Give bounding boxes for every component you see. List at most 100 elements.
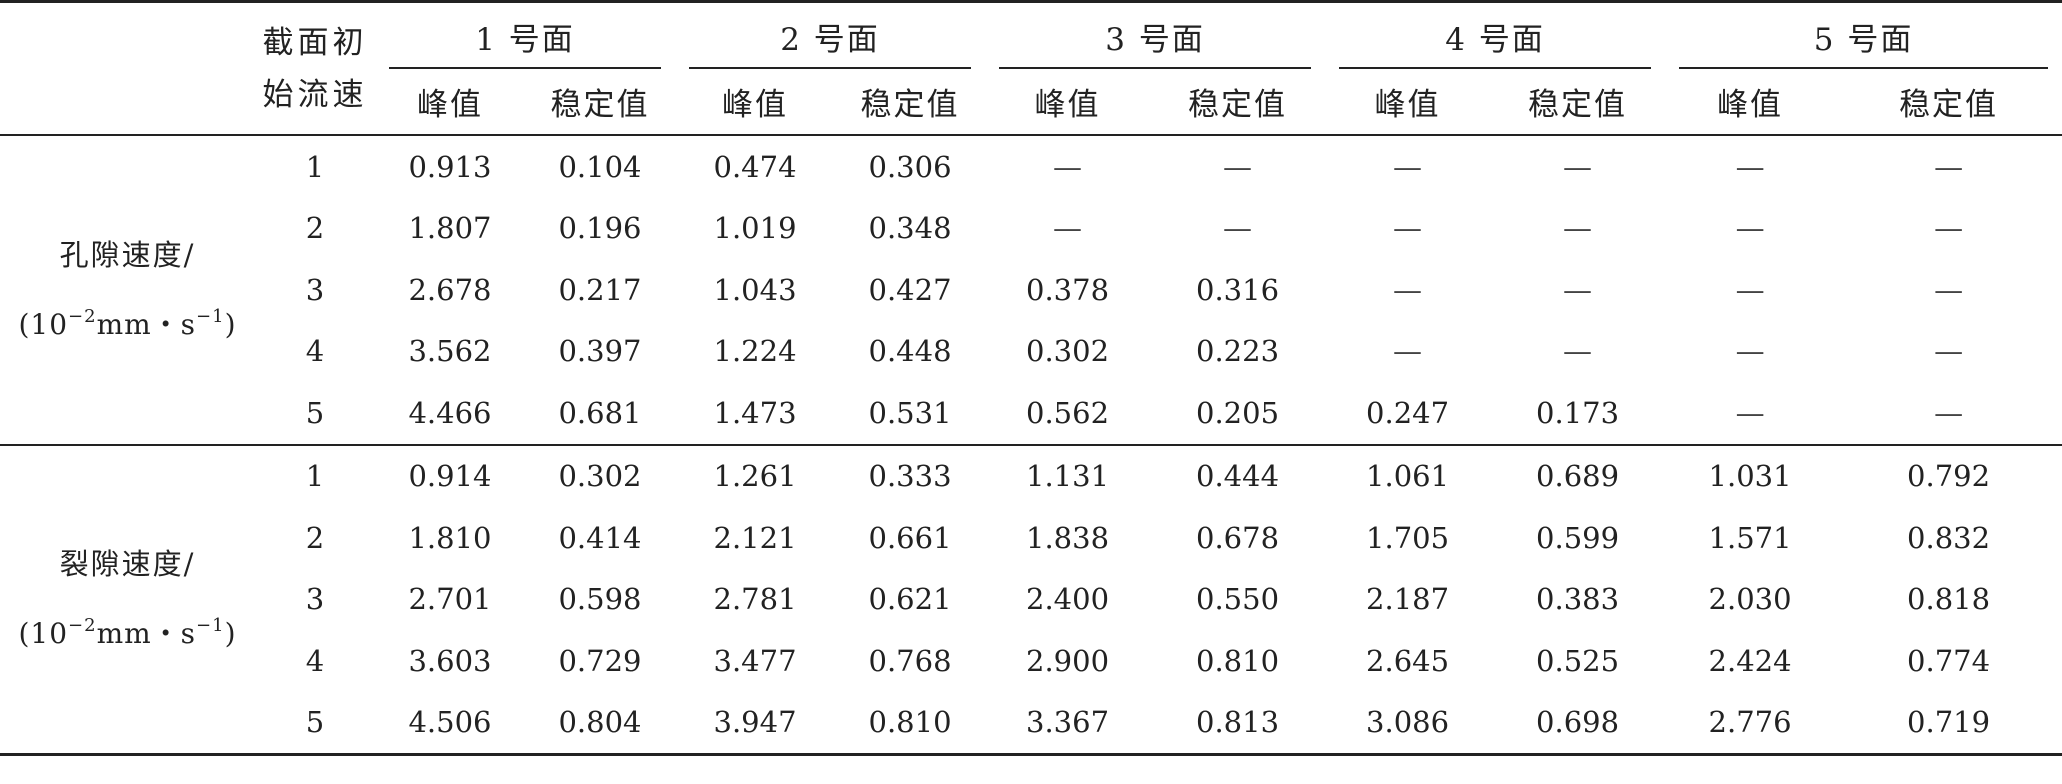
subheader-stable: 稳定值: [1490, 69, 1666, 136]
subheader-peak: 峰值: [1665, 69, 1836, 136]
unit-exponent: −1: [196, 615, 225, 637]
stable-value-cell: —: [1563, 211, 1593, 246]
stable-value-cell: 0.678: [1196, 520, 1280, 555]
stable-value-cell: 0.306: [868, 149, 952, 184]
stable-value-cell: 0.217: [558, 272, 642, 307]
initial-velocity-header: 截面初 始流速: [255, 0, 375, 136]
stable-value-cell: 0.448: [868, 334, 952, 369]
unit-exponent: −2: [68, 615, 97, 637]
stable-value-cell: 0.621: [868, 582, 952, 617]
peak-value-cell: 2.781: [713, 582, 797, 617]
peak-value-cell: 2.701: [408, 582, 492, 617]
peak-value-cell: 1.705: [1366, 520, 1450, 555]
stable-value-cell: 0.173: [1536, 395, 1620, 430]
peak-value-cell: 2.678: [408, 272, 492, 307]
subheader-stable: 稳定值: [1835, 69, 2062, 136]
table-row: 3 2.701 0.598 2.781 0.621 2.400 0.550 2.187 0.38…: [0, 569, 2062, 631]
table-row: 4 3.562 0.397 1.224 0.448 0.302 0.223 — — — —: [0, 321, 2062, 383]
peak-value-cell: 2.400: [1026, 582, 1110, 617]
stable-value-cell: 0.333: [835, 443, 986, 507]
stable-value-cell: —: [1934, 272, 1964, 307]
section-row-header: 孔隙速度/ (10−2mm・s−1): [0, 135, 255, 445]
peak-value-cell: —: [1393, 211, 1423, 246]
stable-value-cell: 0.223: [1196, 334, 1280, 369]
peak-value-cell: 1.224: [713, 334, 797, 369]
table-row: 4 3.603 0.729 3.477 0.768 2.900 0.810 2.645 0.52…: [0, 630, 2062, 692]
stable-value-cell: 0.531: [868, 395, 952, 430]
table-row: 2 1.807 0.196 1.019 0.348 — — — — — —: [0, 198, 2062, 260]
initial-velocity-cell: 1: [255, 443, 375, 507]
initial-velocity-cell: 5: [255, 691, 375, 756]
peak-value-cell: 2.121: [713, 520, 797, 555]
stable-value-cell: —: [1563, 272, 1593, 307]
stable-value-cell: 0.348: [868, 211, 952, 246]
peak-value-cell: 2.424: [1708, 643, 1792, 678]
stable-value-cell: 0.792: [1835, 443, 2062, 507]
peak-value-cell: —: [1393, 149, 1423, 184]
peak-value-cell: 2.030: [1708, 582, 1792, 617]
stable-value-cell: —: [1563, 334, 1593, 369]
peak-value-cell: 1.571: [1708, 520, 1792, 555]
stable-value-cell: —: [1223, 149, 1253, 184]
peak-value-cell: —: [1393, 272, 1423, 307]
section-label-title: 孔隙速度/: [59, 237, 196, 272]
stable-value-cell: 0.681: [558, 395, 642, 430]
peak-value-cell: 2.187: [1366, 582, 1450, 617]
peak-value-cell: 3.947: [675, 691, 836, 756]
peak-value-cell: —: [1393, 334, 1423, 369]
unit-suffix: ): [224, 617, 237, 651]
group-header-face-2: 2 号面: [675, 0, 986, 70]
stable-value-cell: —: [1934, 334, 1964, 369]
section-label-unit: (10−2mm・s−1): [0, 286, 255, 356]
stable-value-cell: 0.661: [868, 520, 952, 555]
peak-value-cell: 0.562: [1026, 395, 1110, 430]
peak-value-cell: 2.645: [1366, 643, 1450, 678]
peak-value-cell: 0.914: [375, 443, 525, 507]
stable-value-cell: 0.196: [558, 211, 642, 246]
peak-value-cell: —: [1735, 272, 1765, 307]
group-header-face-4: 4 号面: [1325, 0, 1666, 70]
initial-velocity-header-line2: 始流速: [262, 76, 368, 113]
velocity-table: 截面初 始流速 1 号面 2 号面 3 号面 4 号面 5 号面 峰值 稳定值 …: [0, 0, 2062, 756]
peak-value-cell: 1.031: [1665, 443, 1836, 507]
unit-exponent: −2: [68, 305, 97, 327]
stable-value-cell: 0.729: [558, 643, 642, 678]
peak-value-cell: 1.807: [408, 211, 492, 246]
peak-value-cell: 0.474: [713, 149, 797, 184]
peak-value-cell: 0.913: [408, 149, 492, 184]
table-row: 5 4.466 0.681 1.473 0.531 0.562 0.205 0.247 0.17…: [0, 382, 2062, 445]
initial-velocity-cell: 4: [305, 643, 325, 678]
unit-middle: mm・s: [96, 307, 197, 341]
group-header-face-3: 3 号面: [985, 0, 1326, 70]
peak-value-cell: 0.378: [1026, 272, 1110, 307]
peak-value-cell: 0.247: [1366, 395, 1450, 430]
stable-value-cell: 0.316: [1196, 272, 1280, 307]
subheader-peak: 峰值: [675, 69, 836, 136]
subheader-peak: 峰值: [375, 69, 525, 136]
subheader-peak: 峰值: [985, 69, 1151, 136]
peak-value-cell: —: [1053, 149, 1083, 184]
peak-value-cell: 3.477: [713, 643, 797, 678]
peak-value-cell: 1.019: [713, 211, 797, 246]
subheader-stable: 稳定值: [835, 69, 986, 136]
stable-value-cell: 0.698: [1490, 691, 1666, 756]
peak-value-cell: 4.466: [408, 395, 492, 430]
corner-empty-cell: [0, 0, 255, 136]
peak-value-cell: 3.086: [1325, 691, 1491, 756]
peak-value-cell: 1.473: [713, 395, 797, 430]
peak-value-cell: 2.900: [1026, 643, 1110, 678]
table-row: 3 2.678 0.217 1.043 0.427 0.378 0.316 — — — —: [0, 259, 2062, 321]
unit-prefix: (10: [18, 617, 69, 651]
section-label-title: 裂隙速度/: [59, 547, 196, 582]
peak-value-cell: 2.776: [1665, 691, 1836, 756]
peak-value-cell: —: [1053, 211, 1083, 246]
section-row-header: 裂隙速度/ (10−2mm・s−1): [0, 443, 255, 756]
unit-exponent: −1: [196, 305, 225, 327]
initial-velocity-cell: 3: [305, 272, 325, 307]
table-row: 5 4.506 0.804 3.947 0.810 3.367 0.813 3.086 0.69…: [0, 691, 2062, 756]
group-header-face-5: 5 号面: [1665, 0, 2062, 70]
peak-value-cell: 1.061: [1325, 443, 1491, 507]
stable-value-cell: 0.397: [558, 334, 642, 369]
table-row: 孔隙速度/ (10−2mm・s−1) 1 0.913 0.104 0.474 0.306 — —…: [0, 135, 2062, 341]
